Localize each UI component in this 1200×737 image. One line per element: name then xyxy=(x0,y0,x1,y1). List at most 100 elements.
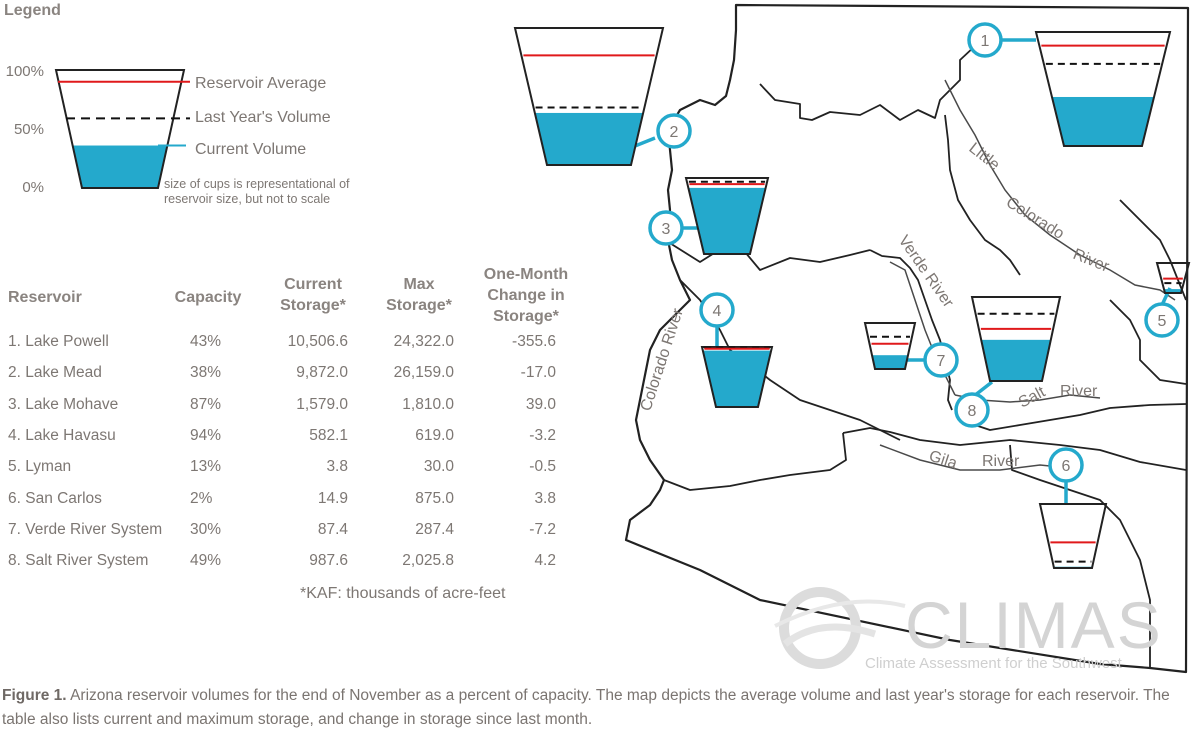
table-header-max: Max Storage* xyxy=(386,276,452,314)
cell-reservoir: 6. San Carlos xyxy=(8,489,102,507)
logo-wordmark: CLIMAS xyxy=(905,588,1163,662)
table-footnote: *KAF: thousands of acre-feet xyxy=(300,585,506,602)
marker-4-label: 4 xyxy=(713,303,722,320)
legend-tick-0: 0% xyxy=(22,179,44,196)
legend-tick-50: 50% xyxy=(13,121,44,138)
reservoir-cups xyxy=(513,27,1191,569)
marker-3-label: 3 xyxy=(662,221,671,238)
cell-change: -0.5 xyxy=(529,458,556,476)
cell-current: 10,506.6 xyxy=(287,333,348,350)
cup-2-outline xyxy=(513,27,665,166)
marker-7-label: 7 xyxy=(937,353,946,370)
legend-label-last-year: Last Year's Volume xyxy=(195,109,331,126)
cup-3 xyxy=(684,177,770,255)
cell-max: 2,025.8 xyxy=(402,552,454,570)
table-header-current: Current Storage* xyxy=(280,276,346,314)
cup-4-current-fill xyxy=(702,350,772,407)
climas-logo: CLIMAS Climate Assessment for the Southw… xyxy=(774,587,1163,672)
marker-4: 4 xyxy=(699,292,735,328)
reservoir-markers: 1 2 3 4 5 6 7 8 xyxy=(648,22,1180,483)
cell-capacity: 2% xyxy=(190,489,213,507)
cell-change: -7.2 xyxy=(529,520,556,538)
cell-reservoir: 3. Lake Mohave xyxy=(8,395,119,413)
cup-3-current-fill xyxy=(686,187,768,254)
cell-reservoir: 8. Salt River System xyxy=(8,552,149,570)
legend-label-average: Reservoir Average xyxy=(195,75,327,92)
marker-7: 7 xyxy=(923,342,959,378)
marker-2-circle xyxy=(656,113,692,149)
cell-reservoir: 5. Lyman xyxy=(8,458,72,476)
cup-6 xyxy=(1038,503,1108,569)
cell-max: 1,810.0 xyxy=(402,395,454,413)
cell-capacity: 43% xyxy=(190,333,222,350)
marker-2-label: 2 xyxy=(670,124,679,141)
cup-5-outline xyxy=(1155,262,1191,294)
cup-5 xyxy=(1155,262,1191,294)
marker-8-circle xyxy=(954,392,990,428)
cup-6-outline xyxy=(1038,503,1108,569)
cell-change: -17.0 xyxy=(520,364,556,382)
river-label-gila: Gila xyxy=(927,448,959,473)
river-label-colorado-west: Colorado River xyxy=(638,306,687,413)
cup-1-outline xyxy=(1034,31,1172,147)
logo-subtitle: Climate Assessment for the Southwest xyxy=(865,655,1123,672)
cup-5-current-fill xyxy=(1157,289,1189,293)
cell-capacity: 49% xyxy=(190,552,222,570)
cell-max: 24,322.0 xyxy=(393,333,454,350)
cell-current: 987.6 xyxy=(309,552,348,570)
figure-caption-label: Figure 1. xyxy=(2,687,67,704)
table-header-capacity: Capacity xyxy=(174,289,242,306)
legend-cup-outline xyxy=(54,69,186,189)
cell-current: 582.1 xyxy=(309,426,348,444)
river-label-verde: Verde River xyxy=(895,233,957,312)
marker-6: 6 xyxy=(1048,447,1084,483)
marker-5-label: 5 xyxy=(1158,313,1167,330)
cell-reservoir: 7. Verde River System xyxy=(8,520,163,538)
marker-5: 5 xyxy=(1144,302,1180,338)
cell-current: 14.9 xyxy=(317,489,348,507)
cup-1 xyxy=(1034,31,1172,147)
cup-4-outline xyxy=(700,346,774,408)
cell-capacity: 13% xyxy=(190,458,222,476)
cell-current: 9,872.0 xyxy=(296,364,348,382)
legend-note: size of cups is representational of rese… xyxy=(164,177,350,206)
legend-label-current: Current Volume xyxy=(195,141,307,158)
marker-2: 2 xyxy=(656,113,692,149)
cell-current: 87.4 xyxy=(317,520,348,538)
cell-change: 39.0 xyxy=(525,395,556,413)
cell-capacity: 94% xyxy=(190,426,222,444)
arizona-map: Little Colorado River Colorado River Ver… xyxy=(513,3,1191,674)
table-header-reservoir: Reservoir xyxy=(8,289,82,306)
cup-1-current-fill xyxy=(1036,96,1170,146)
cup-3-outline xyxy=(684,177,770,255)
cell-change: -355.6 xyxy=(512,333,556,350)
cell-current: 3.8 xyxy=(326,458,348,476)
cup-7 xyxy=(863,322,917,370)
river-label-salt: Salt xyxy=(1016,383,1049,411)
marker-6-circle xyxy=(1048,447,1084,483)
cup-7-outline xyxy=(863,322,917,370)
river-label-river-east: River xyxy=(1071,246,1113,276)
river-label-gila-river: River xyxy=(982,453,1020,470)
cell-max: 619.0 xyxy=(415,426,454,444)
figure-caption-text: Arizona reservoir volumes for the end of… xyxy=(2,687,1170,728)
cell-capacity: 30% xyxy=(190,520,222,538)
cell-reservoir: 2. Lake Mead xyxy=(8,364,102,382)
state-outline xyxy=(624,3,1190,674)
cup-4 xyxy=(700,346,774,408)
cell-change: -3.2 xyxy=(529,426,556,444)
river-label-salt-river: River xyxy=(1060,383,1098,400)
cell-capacity: 87% xyxy=(190,395,222,413)
cell-max: 26,159.0 xyxy=(393,364,454,382)
cell-current: 1,579.0 xyxy=(296,395,348,413)
marker-5-circle xyxy=(1144,302,1180,338)
cup-8 xyxy=(970,296,1062,382)
logo-swirl-stroke xyxy=(782,623,877,647)
legend-tick-100: 100% xyxy=(5,63,44,80)
legend-cup-diagram xyxy=(54,69,190,189)
cell-max: 30.0 xyxy=(423,458,454,476)
cell-max: 875.0 xyxy=(415,489,454,507)
marker-1-circle xyxy=(967,22,1003,58)
cup-7-current-fill xyxy=(865,355,915,369)
marker-4-circle xyxy=(699,292,735,328)
